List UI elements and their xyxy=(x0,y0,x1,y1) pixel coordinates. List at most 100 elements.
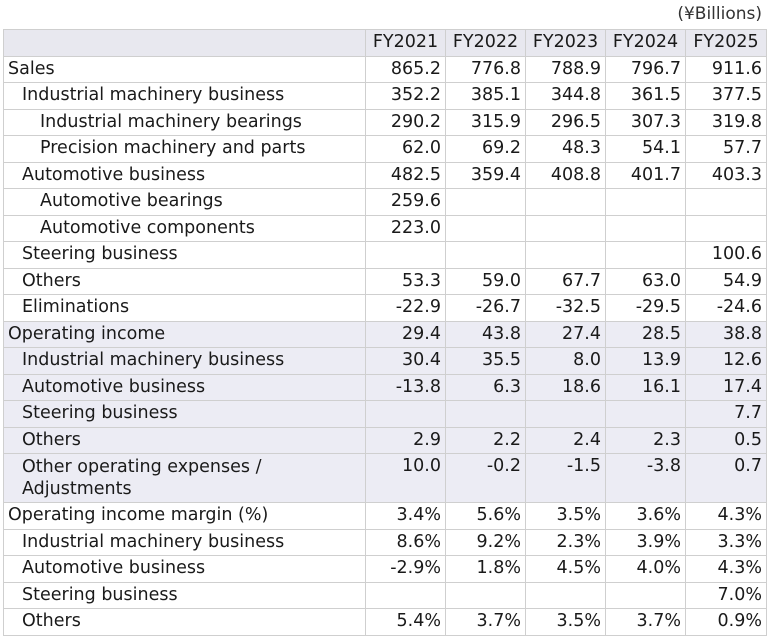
table-cell xyxy=(525,581,606,609)
table-cell: 7.0% xyxy=(685,581,767,609)
row-label: Automotive components xyxy=(3,214,366,242)
table-row: Automotive business 482.5 359.4 408.8 401.7 4… xyxy=(3,161,767,189)
table-cell: 2.2 xyxy=(445,426,526,454)
row-label: Industrial machinery business xyxy=(3,82,366,110)
table-cell: 796.7 xyxy=(605,55,686,83)
header-row: FY2021 FY2022 FY2023 FY2024 FY2025 xyxy=(3,29,767,57)
table-cell: 5.6% xyxy=(445,502,526,530)
row-label: Operating income margin (%) xyxy=(3,502,366,530)
table-cell: 865.2 xyxy=(365,55,446,83)
table-cell: 296.5 xyxy=(525,108,606,136)
table-cell: 259.6 xyxy=(365,188,446,216)
table-cell: 53.3 xyxy=(365,267,446,295)
table-cell: 67.7 xyxy=(525,267,606,295)
table-cell: 385.1 xyxy=(445,82,526,110)
table-row: Others 53.3 59.0 67.7 63.0 54.9 xyxy=(3,267,767,295)
table-cell: 17.4 xyxy=(685,373,767,401)
table-cell: 12.6 xyxy=(685,347,767,375)
financial-table: FY2021 FY2022 FY2023 FY2024 FY2025 Sales… xyxy=(3,29,767,636)
table-cell: 2.9 xyxy=(365,426,446,454)
header-corner xyxy=(3,29,366,57)
table-cell: 315.9 xyxy=(445,108,526,136)
table-row: Others 5.4% 3.7% 3.5% 3.7% 0.9% xyxy=(3,608,767,636)
table-row: Steering business 100.6 xyxy=(3,241,767,269)
table-cell: 30.4 xyxy=(365,347,446,375)
table-row: Others 2.9 2.2 2.4 2.3 0.5 xyxy=(3,426,767,454)
row-label: Automotive business xyxy=(3,555,366,583)
table-row: Industrial machinery business 8.6% 9.2% 2.3… xyxy=(3,528,767,556)
table-row: Industrial machinery business 30.4 35.5 8.0… xyxy=(3,347,767,375)
row-label: Steering business xyxy=(3,400,366,428)
table-cell: 344.8 xyxy=(525,82,606,110)
table-cell: 4.5% xyxy=(525,555,606,583)
table-cell: -32.5 xyxy=(525,294,606,322)
table-cell: 290.2 xyxy=(365,108,446,136)
table-cell: 4.3% xyxy=(685,555,767,583)
table-row: Operating income 29.4 43.8 27.4 28.5 38.8 xyxy=(3,320,767,348)
table-cell: 359.4 xyxy=(445,161,526,189)
table-cell xyxy=(365,581,446,609)
table-row: Precision machinery and parts 62.0 69.2 48.… xyxy=(3,135,767,163)
table-cell: 482.5 xyxy=(365,161,446,189)
column-header: FY2021 xyxy=(365,29,446,57)
table-cell: 3.5% xyxy=(525,608,606,636)
table-cell: 38.8 xyxy=(685,320,767,348)
table-row: Sales 865.2 776.8 788.9 796.7 911.6 xyxy=(3,55,767,83)
table-cell: 54.9 xyxy=(685,267,767,295)
table-cell xyxy=(445,214,526,242)
table-cell: 8.0 xyxy=(525,347,606,375)
row-label: Industrial machinery business xyxy=(3,347,366,375)
table-cell xyxy=(445,241,526,269)
row-label: Sales xyxy=(3,55,366,83)
table-cell: 3.4% xyxy=(365,502,446,530)
table-cell: 4.0% xyxy=(605,555,686,583)
table-cell: -0.2 xyxy=(445,453,526,503)
table-cell: 401.7 xyxy=(605,161,686,189)
table-cell: 6.3 xyxy=(445,373,526,401)
table-cell: -26.7 xyxy=(445,294,526,322)
row-label: Eliminations xyxy=(3,294,366,322)
row-label: Industrial machinery business xyxy=(3,528,366,556)
table-cell xyxy=(525,241,606,269)
table-cell: 10.0 xyxy=(365,453,446,503)
table-row: Automotive business -2.9% 1.8% 4.5% 4.0% 4.3% xyxy=(3,555,767,583)
table-cell xyxy=(605,400,686,428)
table-cell: 3.6% xyxy=(605,502,686,530)
table-cell: 1.8% xyxy=(445,555,526,583)
table-cell: 62.0 xyxy=(365,135,446,163)
column-header: FY2023 xyxy=(525,29,606,57)
table-cell: 319.8 xyxy=(685,108,767,136)
row-label: Steering business xyxy=(3,241,366,269)
table-cell xyxy=(365,400,446,428)
table-cell xyxy=(605,214,686,242)
table-cell: 911.6 xyxy=(685,55,767,83)
table-cell: 57.7 xyxy=(685,135,767,163)
table-cell: 0.7 xyxy=(685,453,767,503)
table-row: Industrial machinery bearings 290.2 315.9 2… xyxy=(3,108,767,136)
table-cell xyxy=(445,188,526,216)
table-row: Automotive business -13.8 6.3 18.6 16.1 17.4 xyxy=(3,373,767,401)
table-cell: 2.4 xyxy=(525,426,606,454)
table-cell xyxy=(525,188,606,216)
table-cell xyxy=(605,581,686,609)
row-label: Others xyxy=(3,426,366,454)
table-cell: -29.5 xyxy=(605,294,686,322)
table-cell: 3.7% xyxy=(445,608,526,636)
table-row: Eliminations -22.9 -26.7 -32.5 -29.5 -24.6 xyxy=(3,294,767,322)
table-cell xyxy=(525,214,606,242)
table-cell: -3.8 xyxy=(605,453,686,503)
table-cell xyxy=(445,581,526,609)
table-cell: 29.4 xyxy=(365,320,446,348)
table-cell: 3.7% xyxy=(605,608,686,636)
column-header: FY2022 xyxy=(445,29,526,57)
table-cell: 776.8 xyxy=(445,55,526,83)
table-cell xyxy=(365,241,446,269)
table-row: Other operating expenses / Adjustments 10… xyxy=(3,453,767,503)
table-cell: 48.3 xyxy=(525,135,606,163)
row-label: Precision machinery and parts xyxy=(3,135,366,163)
table-cell: 4.3% xyxy=(685,502,767,530)
table-cell: 2.3% xyxy=(525,528,606,556)
table-cell: 3.5% xyxy=(525,502,606,530)
table-cell: 54.1 xyxy=(605,135,686,163)
table-cell: 2.3 xyxy=(605,426,686,454)
